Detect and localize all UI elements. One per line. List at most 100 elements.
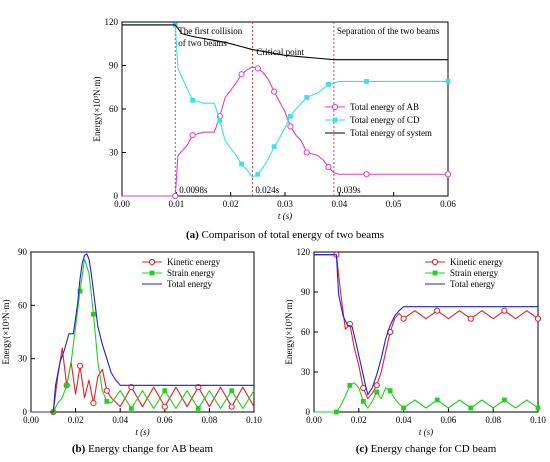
legend-marker — [332, 117, 338, 123]
x-tick-label: 0.00 — [114, 199, 130, 209]
series-line-1 — [31, 258, 255, 413]
x-tick-label: 0.06 — [441, 415, 457, 425]
legend-marker — [431, 258, 439, 266]
annotation-4: 0.0098s — [179, 185, 208, 195]
y-tick-label: 90 — [109, 61, 119, 71]
legend-label: Strain energy — [167, 268, 216, 278]
x-tick-label: 0.03 — [277, 199, 293, 209]
y-axis-label: Energy(×10³N·m) — [1, 299, 11, 364]
y-tick-label: 90 — [301, 287, 311, 297]
y-tick-label: 120 — [297, 247, 311, 257]
annotation-5: 0.024s — [255, 185, 279, 195]
y-tick-label: 0 — [23, 407, 28, 417]
annotation-0: The first collision — [178, 26, 242, 36]
data-point — [468, 405, 474, 411]
data-point — [162, 388, 168, 394]
data-point — [467, 315, 474, 322]
data-point — [364, 79, 369, 84]
x-tick-label: 0.04 — [396, 415, 412, 425]
data-point — [104, 398, 110, 404]
x-axis-label: t (s) — [135, 427, 149, 437]
x-tick-label: 0.02 — [68, 415, 84, 425]
y-tick-label: 60 — [109, 104, 119, 114]
y-axis-label: Energy(×10³N·m) — [92, 76, 102, 141]
y-tick-label: 0 — [114, 191, 119, 201]
legend-label: Kinetic energy — [450, 257, 504, 267]
x-tick-label: 0.04 — [112, 415, 128, 425]
data-point — [91, 311, 96, 317]
x-tick-label: 0.10 — [246, 415, 262, 425]
data-point — [347, 382, 353, 388]
y-tick-label: 90 — [18, 247, 28, 257]
data-point — [172, 192, 179, 200]
data-point — [400, 315, 407, 322]
data-point — [387, 388, 393, 394]
series-line-1 — [122, 24, 448, 178]
x-tick-label: 0.06 — [440, 199, 456, 209]
data-point — [360, 384, 367, 392]
legend-label: Total energy — [167, 279, 212, 289]
panel-c: 0.00 0.02 0.04 0.06 0.08 0.10 0 30 60 90 120 t (s) E… — [284, 247, 546, 455]
data-point — [255, 171, 261, 177]
data-point — [90, 400, 97, 407]
x-tick-label: 0.10 — [530, 415, 546, 425]
x-axis-label: t (s) — [419, 427, 433, 437]
x-tick-label: 0.02 — [351, 415, 367, 425]
data-point — [76, 362, 84, 369]
x-tick-label: 0.08 — [485, 415, 501, 425]
data-point — [190, 97, 196, 103]
data-point — [502, 397, 507, 403]
data-point — [271, 88, 278, 95]
y-tick-label: 0 — [306, 407, 311, 417]
data-point — [254, 65, 261, 72]
legend-label: Strain energy — [450, 268, 499, 278]
y-axis-label: Energy(×10³N·m) — [284, 299, 294, 364]
series-line-0 — [314, 254, 539, 400]
panel-a: 0.00 0.01 0.02 0.03 0.04 0.05 0.06 0 30 60 90 120 t … — [92, 17, 456, 241]
data-point — [434, 307, 441, 314]
data-point — [77, 288, 83, 294]
series-line-2 — [31, 253, 254, 413]
data-point — [374, 389, 380, 395]
data-point — [103, 387, 110, 394]
series-line-1 — [314, 382, 539, 413]
annotation-2: Critical point — [256, 47, 304, 57]
x-tick-label: 0.06 — [157, 415, 173, 425]
annotation-1: of two beams — [178, 38, 227, 48]
plot-frame — [30, 251, 255, 413]
data-point — [326, 81, 331, 87]
data-point — [189, 132, 196, 139]
data-point — [195, 406, 201, 411]
data-point — [239, 161, 244, 167]
annotation-3: Separation of the two beams — [337, 26, 440, 36]
data-point — [303, 149, 310, 156]
data-point — [128, 406, 134, 411]
data-point — [271, 144, 277, 150]
series-line-0 — [31, 347, 255, 413]
legend-label: Total energy of system — [350, 128, 432, 138]
data-point — [445, 79, 451, 84]
panel-caption: (a) Comparison of total energy of two be… — [186, 229, 384, 241]
legend-label: Total energy of CD — [350, 115, 420, 125]
panel-caption: (b) Energy change for AB beam — [72, 443, 214, 455]
series-line-0 — [122, 66, 448, 197]
y-tick-label: 60 — [301, 327, 311, 337]
legend-marker — [432, 270, 438, 276]
data-point — [238, 71, 245, 78]
y-tick-label: 30 — [301, 367, 311, 377]
data-point — [363, 171, 370, 178]
y-tick-label: 30 — [18, 354, 28, 364]
legend-label: Kinetic energy — [167, 257, 221, 267]
data-point — [501, 307, 508, 314]
data-point — [287, 123, 294, 130]
y-tick-label: 60 — [18, 300, 28, 310]
data-point — [217, 118, 223, 123]
panel-b: 0.00 0.02 0.04 0.06 0.08 0.10 0 30 60 90 t (s) Ener… — [1, 247, 262, 455]
series-line-2 — [314, 254, 538, 396]
legend-label: Total energy — [450, 279, 495, 289]
y-tick-label: 120 — [105, 17, 119, 27]
legend-label: Total energy of AB — [350, 102, 419, 112]
x-tick-label: 0.00 — [23, 415, 39, 425]
